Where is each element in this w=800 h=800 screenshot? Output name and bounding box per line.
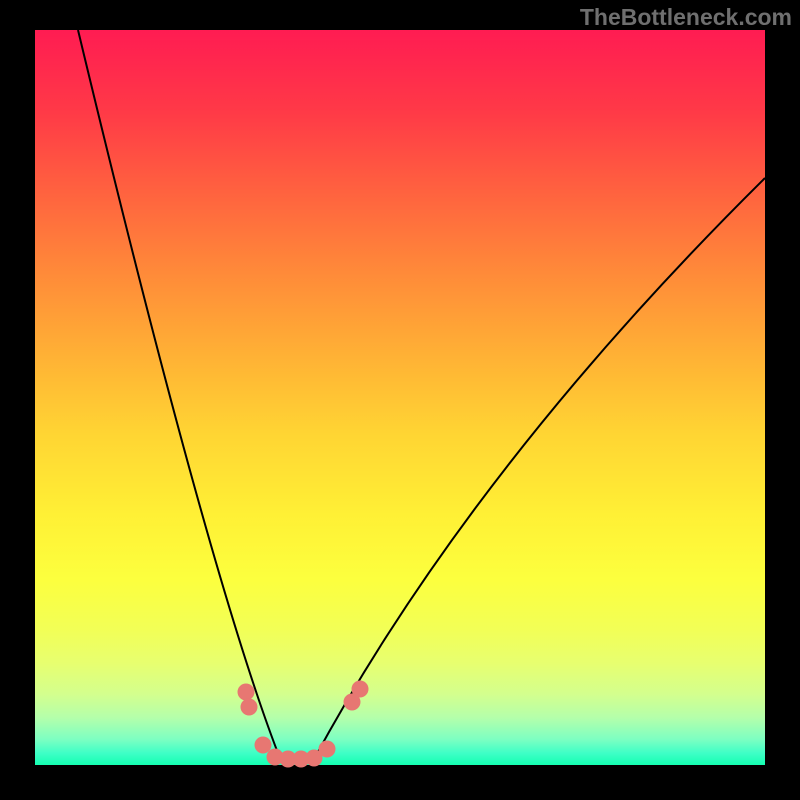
datapoint xyxy=(255,737,272,754)
datapoint xyxy=(241,699,258,716)
datapoint xyxy=(319,741,336,758)
chart-canvas xyxy=(0,0,800,800)
datapoint xyxy=(238,684,255,701)
watermark-text: TheBottleneck.com xyxy=(580,4,792,31)
datapoint xyxy=(352,681,369,698)
plot-area xyxy=(35,30,765,765)
